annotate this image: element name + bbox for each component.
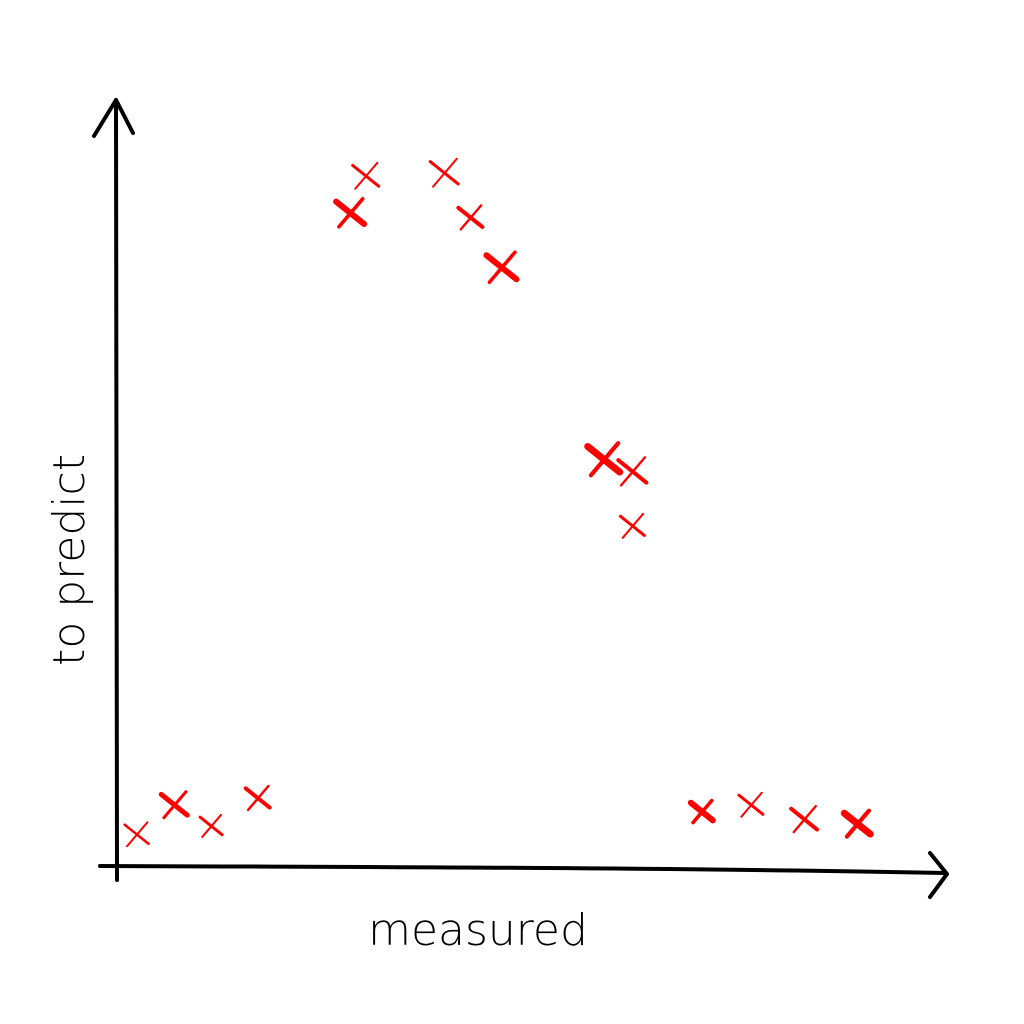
data-point-marker bbox=[584, 441, 624, 478]
x-axis bbox=[98, 851, 949, 899]
data-point-marker bbox=[198, 813, 224, 838]
data-point-marker bbox=[737, 791, 765, 818]
data-point-marker bbox=[243, 784, 272, 812]
data-point-marker bbox=[123, 821, 150, 848]
data-point-marker bbox=[351, 161, 381, 190]
data-point-marker bbox=[616, 456, 649, 487]
data-point-marker bbox=[428, 157, 460, 188]
y-axis-line bbox=[114, 98, 119, 882]
y-axis bbox=[92, 98, 135, 882]
x-axis-arrowhead bbox=[928, 851, 949, 899]
x-axis-line bbox=[98, 864, 947, 875]
data-point-marker bbox=[456, 204, 485, 231]
data-point-marker bbox=[618, 512, 646, 539]
data-points bbox=[123, 157, 874, 848]
y-axis-label: to predict bbox=[44, 454, 95, 666]
data-point-marker bbox=[789, 804, 820, 834]
x-axis-label: measured bbox=[368, 905, 588, 956]
y-axis-arrowhead bbox=[92, 98, 135, 138]
data-point-marker bbox=[687, 798, 716, 825]
data-point-marker bbox=[333, 197, 368, 229]
data-point-marker bbox=[483, 250, 520, 285]
data-point-marker bbox=[840, 808, 874, 839]
data-point-marker bbox=[158, 790, 190, 820]
